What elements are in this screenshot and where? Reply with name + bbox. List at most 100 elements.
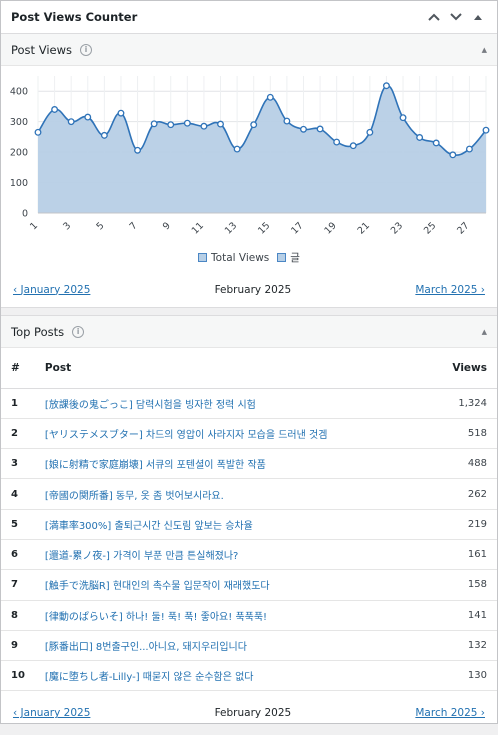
next-month-link[interactable]: March 2025 › xyxy=(415,707,485,720)
data-point xyxy=(34,128,42,136)
top-posts-month-nav: ‹ January 2025 February 2025 March 2025 … xyxy=(1,691,497,735)
post-title-link[interactable]: [満車率300%] 출퇴근시간 신도림 앞보는 승차율 xyxy=(44,520,253,532)
data-point xyxy=(150,120,158,128)
post-title-link[interactable]: [魔に堕ちし者-Lilly-] 때묻지 않은 순수함은 없다 xyxy=(44,672,254,684)
next-month-link[interactable]: March 2025 › xyxy=(415,283,485,296)
data-point xyxy=(117,109,125,117)
post-title-link[interactable]: [律動のぱらいそ] 하나! 둘! 푹! 푹! 좋아요! 푹푹푹! xyxy=(44,611,268,623)
post-views-count: 132 xyxy=(426,630,497,662)
data-point xyxy=(366,128,374,136)
x-tick-label: 17 xyxy=(289,220,305,236)
table-row: 5 [満車率300%] 출퇴근시간 신도림 앞보는 승차율 219 xyxy=(1,509,497,540)
collapse-top-posts-icon[interactable]: ▲ xyxy=(481,327,487,336)
legend-label-total-views: Total Views xyxy=(211,251,270,264)
post-title-cell: [帝國の関所番] 동무, 옷 좀 벗어보시라요. xyxy=(34,478,427,510)
post-title-cell: [還道-累ノ夜-] 가격이 부푼 만큼 튼실해졌나? xyxy=(34,539,427,571)
move-up-icon[interactable] xyxy=(425,8,443,26)
info-icon[interactable]: i xyxy=(80,43,92,56)
legend-item-total-views[interactable]: Total Views xyxy=(198,250,269,265)
table-row: 2 [ヤリステメスブター] 차드의 영압이 사라지자 모습을 드러낸 것겜 518 xyxy=(1,418,497,450)
table-row: 10 [魔に堕ちし者-Lilly-] 때묻지 않은 순수함은 없다 130 xyxy=(1,660,497,692)
data-point xyxy=(67,118,75,126)
post-title-link[interactable]: [帝國の関所番] 동무, 옷 좀 벗어보시라요. xyxy=(44,490,224,502)
table-row: 6 [還道-累ノ夜-] 가격이 부푼 만큼 튼실해졌나? 161 xyxy=(1,539,497,571)
legend-swatch xyxy=(198,253,208,262)
post-views-month-nav: ‹ January 2025 February 2025 March 2025 … xyxy=(1,272,497,308)
post-title-link[interactable]: [娘に射精で家庭崩壊] 서큐의 포텐셜이 폭발한 작품 xyxy=(44,460,266,472)
post-views-count: 1,324 xyxy=(426,388,497,419)
x-tick-label: 9 xyxy=(161,220,173,232)
post-title-cell: [律動のぱらいそ] 하나! 둘! 푹! 푹! 좋아요! 푹푹푹! xyxy=(34,600,427,631)
y-tick-label: 0 xyxy=(22,209,28,220)
data-point xyxy=(416,134,424,141)
post-views-count: 161 xyxy=(426,539,497,571)
data-point xyxy=(333,138,341,146)
data-point xyxy=(382,82,390,90)
post-title-cell: [満車率300%] 출퇴근시간 신도림 앞보는 승차율 xyxy=(34,509,427,540)
x-tick-label: 25 xyxy=(422,220,438,236)
post-views-count: 262 xyxy=(426,478,497,510)
legend-label-posts: 글 xyxy=(290,252,300,264)
header-controls xyxy=(425,8,487,26)
post-rank: 4 xyxy=(1,478,35,510)
legend-item-posts[interactable]: 글 xyxy=(277,250,300,265)
post-rank: 9 xyxy=(1,630,35,662)
post-views-section-header: Post Views i ▲ xyxy=(1,34,497,66)
chart-legend: Total Views 글 xyxy=(1,250,497,265)
table-row: 8 [律動のぱらいそ] 하나! 둘! 푹! 푹! 좋아요! 푹푹푹! 141 xyxy=(1,600,497,631)
data-point xyxy=(233,145,241,153)
data-point xyxy=(183,119,191,127)
x-tick-label: 5 xyxy=(94,220,106,232)
post-rank: 3 xyxy=(1,448,35,480)
data-point xyxy=(167,121,175,129)
widget-header: Post Views Counter xyxy=(1,1,497,34)
post-views-count: 488 xyxy=(426,448,497,480)
post-title-link[interactable]: [触手で洗脳R] 현대인의 촉수물 입문작이 재래했도다 xyxy=(44,581,270,593)
post-views-chart: 0 100 200 300 400 1 3 5 7 9 11 13 15 17 19 21 23 25 27 Tot… xyxy=(1,66,497,272)
prev-month-link[interactable]: ‹ January 2025 xyxy=(13,283,91,296)
rank-column-header: # xyxy=(1,348,35,389)
post-rank: 2 xyxy=(1,418,35,450)
x-tick-label: 1 xyxy=(28,220,40,232)
prev-month-link[interactable]: ‹ January 2025 xyxy=(13,707,91,720)
post-title-cell: [放課後の鬼ごっこ] 담력시험을 빙자한 정력 시험 xyxy=(34,388,427,419)
post-views-count: 219 xyxy=(426,509,497,540)
post-views-count: 158 xyxy=(426,569,497,601)
post-title-link[interactable]: [放課後の鬼ごっこ] 담력시험을 빙자한 정력 시험 xyxy=(44,399,256,411)
data-point xyxy=(200,122,208,130)
post-views-count: 518 xyxy=(426,418,497,450)
table-row: 3 [娘に射精で家庭崩壊] 서큐의 포텐셜이 폭발한 작품 488 xyxy=(1,448,497,480)
widget-title: Post Views Counter xyxy=(11,10,138,24)
post-title-link[interactable]: [豚番出口] 8번출구인...아니요, 돼지우리입니다 xyxy=(44,642,247,654)
post-title-cell: [娘に射精で家庭崩壊] 서큐의 포텐셜이 폭발한 작품 xyxy=(34,448,427,480)
collapse-widget-icon[interactable] xyxy=(469,8,487,26)
post-rank: 10 xyxy=(1,660,35,692)
series-line-total-views xyxy=(37,84,487,156)
post-column-header: Post xyxy=(34,348,427,389)
top-posts-table: # Post Views 1 [放課後の鬼ごっこ] 담력시험을 빙자한 정력 시험… xyxy=(1,348,497,692)
y-tick-label: 100 xyxy=(10,178,28,189)
data-point xyxy=(465,145,473,153)
x-tick-label: 19 xyxy=(322,220,338,236)
current-month: February 2025 xyxy=(214,283,292,296)
table-row: 9 [豚番出口] 8번출구인...아니요, 돼지우리입니다 132 xyxy=(1,630,497,662)
data-point xyxy=(134,146,142,154)
post-title-link[interactable]: [還道-累ノ夜-] 가격이 부푼 만큼 튼실해졌나? xyxy=(44,551,239,563)
data-point xyxy=(217,120,224,128)
post-views-title: Post Views xyxy=(11,42,72,57)
x-tick-label: 27 xyxy=(455,220,471,236)
info-icon[interactable]: i xyxy=(72,325,85,338)
post-rank: 7 xyxy=(1,569,35,601)
post-title-link[interactable]: [ヤリステメスブター] 차드의 영압이 사라지자 모습을 드러낸 것겜 xyxy=(44,429,328,441)
data-point xyxy=(84,113,92,121)
current-month: February 2025 xyxy=(214,707,292,720)
collapse-post-views-icon[interactable]: ▲ xyxy=(481,45,487,54)
top-posts-title: Top Posts xyxy=(11,324,65,339)
top-posts-section-header: Top Posts i ▲ xyxy=(1,316,497,348)
data-point xyxy=(432,139,440,147)
move-down-icon[interactable] xyxy=(447,8,465,26)
data-point xyxy=(399,114,407,122)
data-point xyxy=(266,93,274,101)
